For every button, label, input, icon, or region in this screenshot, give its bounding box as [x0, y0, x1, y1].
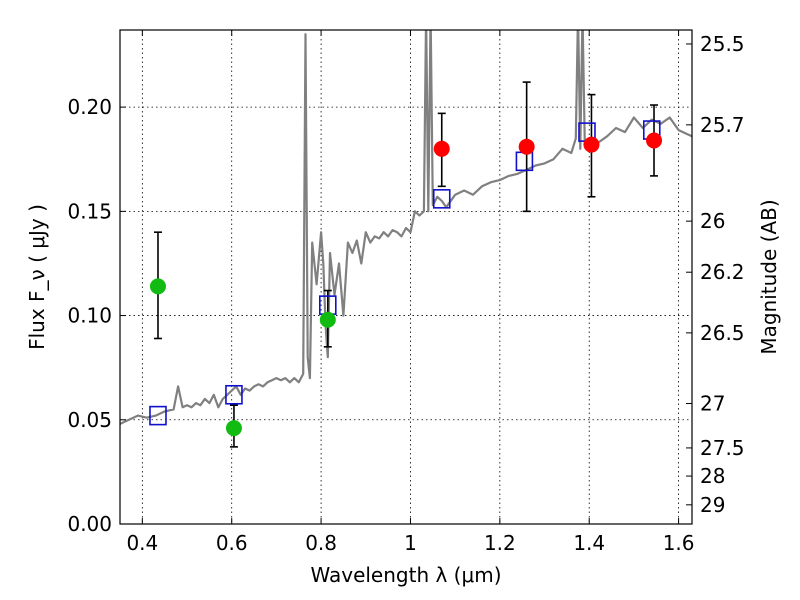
green-point — [225, 420, 242, 437]
right-axis-label: Magnitude (AB) — [757, 199, 781, 354]
red-point — [646, 132, 663, 149]
right-tick-label: 25.7 — [700, 113, 745, 137]
plot-background — [120, 30, 692, 524]
y-tick-label: 0.20 — [67, 95, 112, 119]
right-tick-label: 25.5 — [700, 32, 745, 56]
model-box — [149, 405, 167, 426]
x-tick-label: 0.6 — [216, 531, 248, 555]
green-point — [149, 278, 166, 295]
spectrum-layer — [120, 30, 692, 425]
y-axis-label: Flux F_ν ( μJy ) — [25, 204, 49, 350]
y-tick-label: 0.00 — [67, 512, 112, 536]
spectrum-line — [120, 30, 692, 425]
right-tick-label: 26.2 — [700, 260, 745, 284]
x-tick-label: 1.2 — [484, 531, 516, 555]
right-tick-label: 27.5 — [700, 436, 745, 460]
point-layer — [149, 132, 663, 437]
y-tick-label: 0.10 — [67, 304, 112, 328]
red-point — [583, 136, 600, 153]
x-axis-ticks: 0.4 0.6 0.8 1 1.2 1.4 1.6 — [126, 30, 695, 555]
x-tick-label: 1 — [404, 531, 417, 555]
green-point — [319, 311, 336, 328]
x-tick-label: 0.4 — [126, 531, 158, 555]
right-tick-label: 27 — [700, 392, 725, 416]
plot-frame — [119, 29, 693, 525]
red-point — [518, 138, 535, 155]
right-tick-label: 26 — [700, 209, 725, 233]
x-axis-label: Wavelength λ (μm) — [310, 563, 501, 587]
model-box — [432, 189, 451, 209]
x-tick-label: 1.6 — [663, 531, 695, 555]
right-tick-label: 29 — [700, 493, 725, 517]
y-axis-ticks: 0.00 0.05 0.10 0.15 0.20 — [67, 95, 126, 536]
x-tick-label: 1.4 — [573, 531, 605, 555]
y-tick-label: 0.05 — [67, 408, 112, 432]
model-box — [225, 384, 243, 405]
red-point — [433, 140, 450, 157]
y-tick-label: 0.15 — [67, 199, 112, 223]
right-tick-label: 26.5 — [700, 321, 745, 345]
right-axis-ticks: 25.5 25.7 26 26.2 26.5 27 27.5 28 29 — [686, 32, 745, 517]
x-tick-label: 0.8 — [305, 531, 337, 555]
right-tick-label: 28 — [700, 464, 725, 488]
